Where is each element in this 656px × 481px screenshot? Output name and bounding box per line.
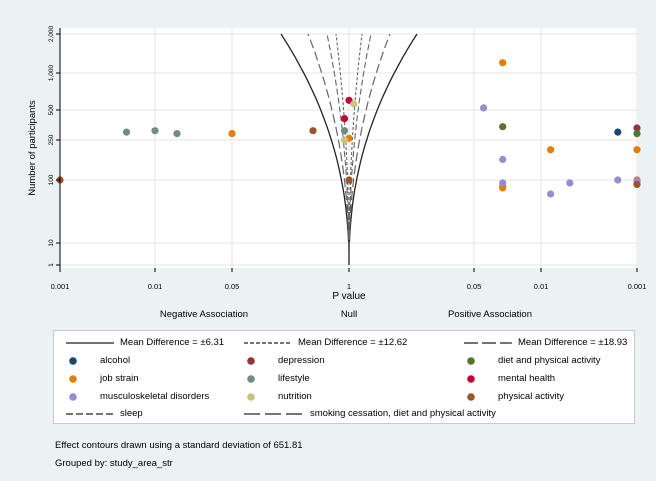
point-job-strain: [228, 130, 236, 138]
legend-symbol: [464, 342, 512, 344]
x-tick-label: 0.05: [225, 282, 240, 291]
legend-symbol: [69, 393, 77, 401]
legend-label: Mean Difference = ±18.93: [518, 337, 628, 348]
contour-line: [335, 33, 350, 265]
legend-label: Mean Difference = ±6.31: [120, 337, 225, 348]
point-physical-activity: [309, 127, 317, 135]
legend-label: Mean Difference = ±12.62: [298, 337, 408, 348]
point-job-strain: [547, 146, 555, 154]
x-tick-label: 0.001: [628, 282, 647, 291]
legend-label: mental health: [498, 373, 556, 384]
y-axis-label: Number of participants: [27, 100, 38, 196]
y-tick-label: 250: [48, 134, 55, 145]
legend-label: diet and physical activity: [498, 355, 601, 366]
x-tick-label: 0.05: [467, 282, 482, 291]
legend-symbol: [66, 413, 114, 415]
legend-label: physical activity: [498, 391, 564, 402]
legend-symbol: [244, 342, 292, 344]
point-lifestyle: [173, 130, 181, 138]
y-tick-label: 2,000: [48, 25, 55, 42]
x-tick-label: 0.01: [534, 282, 549, 291]
x-tick-label: 1: [347, 282, 351, 291]
point-job-strain: [499, 59, 507, 67]
legend-label: lifestyle: [278, 373, 310, 384]
legend-label: sleep: [120, 408, 143, 419]
contour-line: [280, 33, 350, 265]
legend-label: alcohol: [100, 355, 131, 366]
legend-symbol: [247, 393, 255, 401]
point-lifestyle: [122, 128, 131, 136]
legend-symbol: [467, 393, 475, 401]
point-lifestyle: [340, 127, 349, 135]
point-physical-activity: [633, 180, 641, 188]
legend-label: nutrition: [278, 391, 312, 402]
data-points: [56, 59, 641, 198]
point-musculoskeletal-disorders: [499, 179, 507, 187]
point-musculoskeletal-disorders: [480, 104, 488, 112]
point-musculoskeletal-disorders: [614, 176, 622, 184]
y-axis: 1 10 100 250 500 1,000 2,000: [48, 25, 61, 268]
point-diet-and-physical-activity: [633, 130, 641, 138]
x-tick-label: 0.001: [51, 282, 70, 291]
y-tick-label: 500: [48, 104, 55, 115]
y-tick-label: 100: [48, 174, 55, 185]
legend-symbol: [69, 357, 77, 365]
point-job-strain: [633, 146, 641, 154]
point-nutrition: [350, 100, 358, 108]
point-musculoskeletal-disorders: [547, 190, 555, 198]
point-alcohol: [614, 128, 622, 136]
legend-label: smoking cessation, diet and physical act…: [310, 408, 496, 419]
contour-line: [307, 33, 350, 265]
contour-line: [326, 33, 350, 265]
contours: [280, 33, 418, 265]
point-mental-health: [340, 115, 349, 123]
region-label-null: Null: [341, 309, 357, 320]
y-tick-label: 10: [48, 239, 55, 247]
region-label-negative: Negative Association: [160, 309, 248, 320]
point-physical-activity: [345, 176, 353, 184]
legend-symbol: [66, 342, 114, 344]
point-diet-and-physical-activity: [499, 123, 507, 131]
legend-symbol: [467, 375, 475, 383]
legend-symbol: [467, 357, 475, 365]
point-nutrition: [340, 136, 349, 144]
point-lifestyle: [151, 127, 159, 135]
legend: Mean Difference = ±6.31 Mean Difference =…: [53, 330, 635, 424]
legend-symbol: [69, 375, 77, 383]
y-tick-label: 1,000: [48, 64, 55, 81]
legend-symbol: [247, 375, 255, 383]
x-axis-label: P value: [332, 291, 366, 302]
contour-line: [348, 33, 418, 265]
point-job-strain: [499, 184, 507, 192]
contour-line: [348, 33, 372, 265]
contour-line: [348, 33, 363, 265]
point-depression: [633, 124, 641, 132]
legend-label: musculoskeletal disorders: [100, 391, 210, 402]
point-musculoskeletal-disorders: [499, 155, 507, 164]
legend-symbol: [247, 357, 255, 365]
y-tick-label: 1: [48, 263, 55, 267]
x-axis: 0.001 0.01 0.05 1 0.05 0.01 0.001: [51, 268, 647, 291]
point-musculoskeletal-disorders: [566, 179, 574, 187]
x-tick-label: 0.01: [148, 282, 163, 291]
legend-label: job strain: [100, 373, 139, 384]
region-label-positive: Positive Association: [448, 309, 532, 320]
contour-line: [348, 33, 391, 265]
group-note: Grouped by: study_area_str: [55, 458, 173, 469]
contour-note: Effect contours drawn using a standard d…: [55, 440, 303, 451]
legend-symbol: [244, 413, 304, 415]
legend-label: depression: [278, 355, 325, 366]
